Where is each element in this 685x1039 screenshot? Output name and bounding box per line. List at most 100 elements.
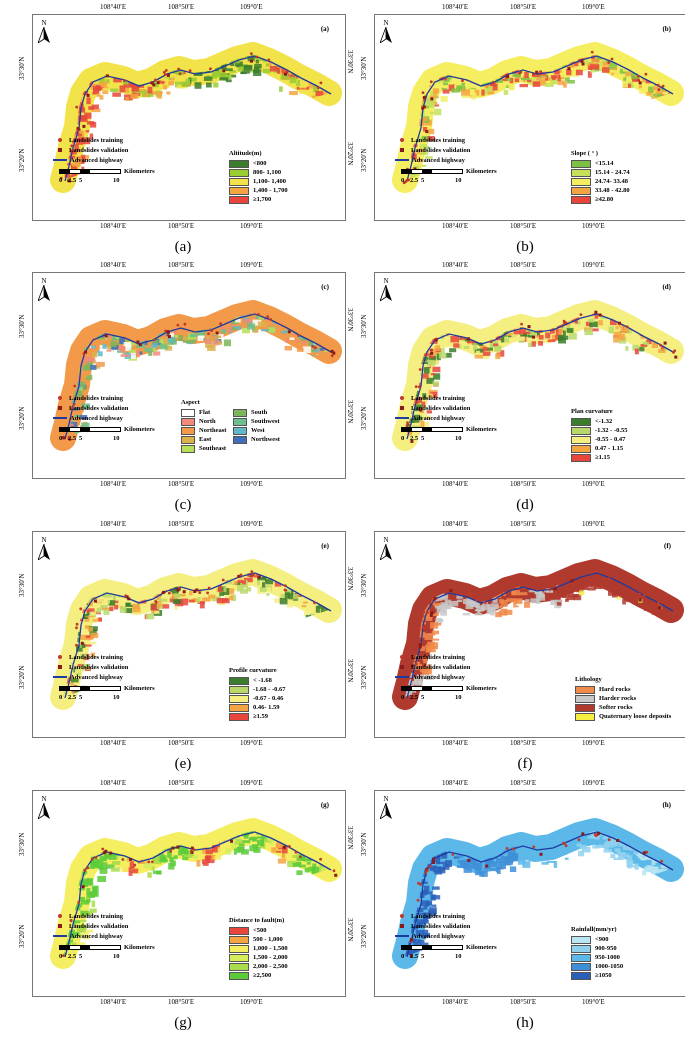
scale-tick: 2.5	[68, 953, 76, 960]
legend-item: Flat	[181, 408, 229, 417]
landslide-training-point	[653, 603, 656, 606]
legend-item-label: 33.48 - 42.80	[595, 187, 630, 194]
scale-tick: 5	[421, 435, 424, 442]
legend-item-label: 500 - 1,000	[253, 936, 283, 943]
highway-label: Advanced highway	[412, 415, 465, 422]
scale-tick: 0	[401, 694, 404, 701]
landslide-validation-point	[532, 336, 535, 339]
legend-item: ≥1.15	[571, 453, 628, 462]
map-canvas	[375, 273, 685, 478]
marker-legend-row: Landslides training	[395, 393, 470, 403]
legend-item-label: ≥1.59	[253, 713, 268, 720]
top-longitude-tick: 108°50′E	[510, 520, 536, 528]
scale-tick: 10	[113, 435, 120, 442]
map-canvas	[375, 791, 685, 996]
landslide-training-point	[424, 354, 427, 357]
map-panel-b: 108°40′E 108°50′E 109°0′E 108°40′E 108°50′E 1…	[354, 0, 684, 258]
north-arrow: N	[37, 277, 51, 301]
marker-legend-row: Landslides training	[53, 911, 128, 921]
legend-title: Altitude(m)	[229, 150, 288, 157]
landslide-validation-point	[423, 96, 426, 99]
legend-swatch	[233, 436, 247, 444]
panel-label: (e)	[321, 542, 329, 550]
legend-item-label: <900	[595, 936, 608, 943]
landslide-validation-point	[284, 73, 287, 76]
bottom-longitude-tick: 108°40′E	[100, 480, 126, 488]
landslide-validation-point	[674, 356, 677, 359]
highway-label: Advanced highway	[70, 674, 123, 681]
top-longitude-tick: 108°50′E	[510, 261, 536, 269]
landslide-training-point	[637, 79, 640, 82]
landslide-training-point	[418, 386, 421, 389]
scale-tick: 5	[421, 177, 424, 184]
training-label: Landslides training	[69, 395, 123, 402]
north-arrow: N	[37, 536, 51, 560]
scale-tick: 0	[59, 177, 62, 184]
scale-tick: 0	[59, 694, 62, 701]
top-longitude-tick: 108°40′E	[100, 261, 126, 269]
scale-bar-row: Kilometers	[59, 944, 155, 951]
landslide-training-point	[177, 68, 180, 71]
landslide-training-point	[121, 858, 124, 861]
landslide-training-point	[424, 871, 427, 874]
north-arrow: N	[37, 19, 51, 43]
landslide-training-point	[165, 69, 168, 72]
bottom-longitude-tick: 109°0′E	[240, 998, 263, 1006]
landslide-training-point	[638, 593, 641, 596]
left-latitude-tick: 33°20′N	[18, 925, 26, 948]
legend-swatch	[229, 160, 249, 168]
scale-bar-graphic	[401, 427, 463, 432]
landslide-validation-point	[594, 311, 597, 314]
marker-legend-row: Landslides training	[395, 135, 470, 145]
legend-item: Southeast	[181, 444, 229, 453]
landslide-validation-point	[171, 847, 174, 850]
scale-bar-graphic	[401, 169, 463, 174]
validation-symbol	[58, 406, 62, 410]
legend-item: 1,400 - 1,700	[229, 186, 288, 195]
landslide-validation-point	[136, 341, 139, 344]
legend-item-label: Flat	[199, 409, 210, 416]
landslide-validation-point	[162, 591, 165, 594]
legend-item-label: Southwest	[251, 418, 280, 425]
highway-label: Advanced highway	[412, 674, 465, 681]
map-frame: (d) N Landslides training Landslides valida…	[374, 272, 685, 479]
scale-tick: 2.5	[410, 694, 418, 701]
marker-legend-row: Landslides validation	[395, 145, 470, 155]
landslide-validation-point	[283, 846, 286, 849]
top-longitude-tick: 109°0′E	[240, 520, 263, 528]
training-symbol	[400, 396, 404, 400]
landslide-training-point	[419, 883, 422, 886]
top-longitude-tick: 108°40′E	[100, 520, 126, 528]
scale-unit: Kilometers	[466, 168, 497, 175]
bottom-longitude-tick: 109°0′E	[240, 222, 263, 230]
landslide-training-point	[637, 75, 640, 78]
landslide-training-point	[657, 88, 660, 91]
left-latitude-tick: 33°20′N	[360, 407, 368, 430]
legend-item: 1000-1050	[571, 962, 623, 971]
training-symbol	[58, 396, 62, 400]
marker-legend: Landslides training Landslides validation…	[395, 135, 470, 165]
landslide-training-point	[660, 860, 663, 863]
landslide-validation-point	[449, 589, 452, 592]
right-latitude-tick: 33°20′N	[346, 400, 354, 423]
bottom-longitude-tick: 108°40′E	[442, 222, 468, 230]
legend-swatch	[571, 196, 591, 204]
north-label: N	[379, 19, 393, 27]
landslide-validation-point	[430, 352, 433, 355]
top-longitude-tick: 109°0′E	[582, 520, 605, 528]
landslide-training-point	[492, 81, 495, 84]
landslide-validation-point	[177, 589, 180, 592]
landslide-training-point	[250, 52, 253, 55]
marker-legend-row: Advanced highway	[53, 413, 128, 423]
landslide-training-point	[461, 79, 464, 82]
landslide-training-point	[562, 842, 565, 845]
marker-legend-row: Advanced highway	[53, 155, 128, 165]
landslide-training-point	[595, 834, 598, 837]
highway-symbol	[395, 676, 409, 678]
landslide-training-point	[608, 838, 611, 841]
landslide-training-point	[267, 59, 270, 62]
training-label: Landslides training	[411, 913, 465, 920]
landslide-validation-point	[419, 645, 422, 648]
map-canvas	[33, 532, 345, 737]
scale-bar-graphic	[401, 945, 463, 950]
